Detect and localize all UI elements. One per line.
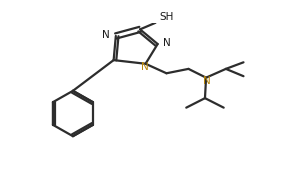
Text: SH: SH bbox=[160, 12, 174, 22]
Text: N: N bbox=[141, 62, 148, 72]
Text: N: N bbox=[203, 76, 211, 86]
Text: N: N bbox=[102, 29, 109, 40]
Text: N: N bbox=[162, 38, 170, 48]
